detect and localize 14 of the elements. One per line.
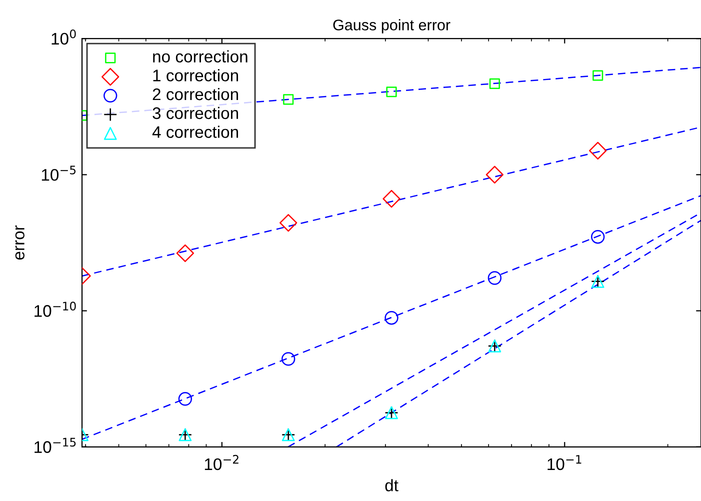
y-tick-label: 10$^{−15}$ <box>34 438 76 453</box>
chart-title: Gauss point error <box>333 19 450 34</box>
legend-label: 3 correction <box>152 106 238 120</box>
legend-label: no correction <box>153 50 248 62</box>
y-tick-label: 10$^{−5}$ <box>42 166 76 181</box>
legend-label: 4 correction <box>152 126 238 138</box>
x-axis-title: dt <box>385 479 398 492</box>
y-axis-title: error <box>15 225 24 260</box>
y-tick-label: 10$^{0}$ <box>52 29 76 45</box>
legend-label: 1 correction <box>153 69 238 82</box>
x-tick-label: 10$^{−1}$ <box>548 455 582 470</box>
legend-label: 2 correction <box>152 88 238 100</box>
y-tick-label: 10$^{−10}$ <box>34 302 76 317</box>
x-tick-label: 10$^{−2}$ <box>204 454 238 470</box>
